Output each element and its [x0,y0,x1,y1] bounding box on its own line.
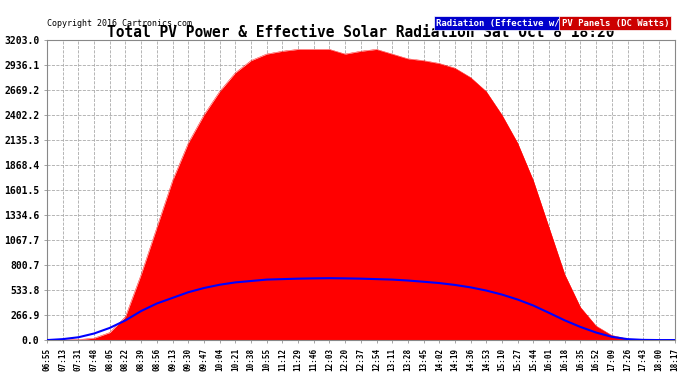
Text: Copyright 2016 Cartronics.com: Copyright 2016 Cartronics.com [47,19,192,28]
Title: Total PV Power & Effective Solar Radiation Sat Oct 8 18:20: Total PV Power & Effective Solar Radiati… [107,25,615,40]
Text: Radiation (Effective w/m2): Radiation (Effective w/m2) [436,19,576,28]
Text: PV Panels (DC Watts): PV Panels (DC Watts) [562,19,669,28]
